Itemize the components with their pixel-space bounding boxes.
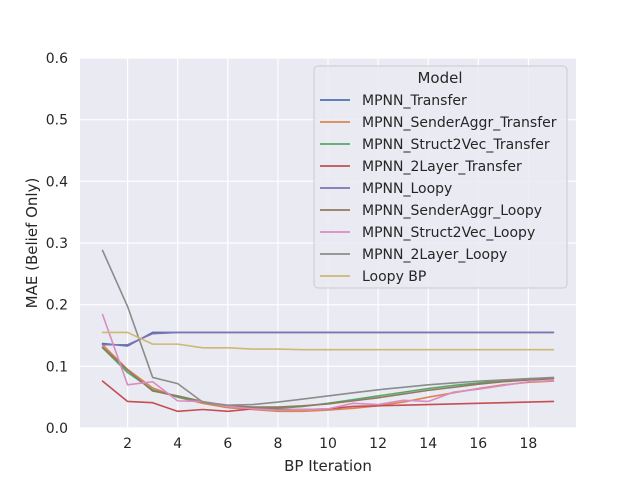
- x-tick-label: 10: [319, 436, 337, 452]
- y-tick-label: 0.3: [46, 236, 68, 252]
- series-lines: [101, 249, 555, 413]
- legend-label-mpnn-senderaggr-loopy: MPNN_SenderAggr_Loopy: [362, 203, 542, 219]
- y-axis-ticks: 0.0 0.1 0.2 0.3 0.4 0.5 0.6: [46, 51, 68, 437]
- x-tick-label: 16: [469, 436, 487, 452]
- y-tick-label: 0.0: [46, 421, 68, 437]
- legend-label-mpnn-senderaggr-transfer: MPNN_SenderAggr_Transfer: [362, 115, 557, 131]
- series-line-mpnn-struct2vec-loopy: [101, 313, 555, 411]
- x-axis-label: BP Iteration: [284, 457, 372, 475]
- legend: Model MPNN_Transfer MPNN_SenderAggr_Trans…: [313, 65, 568, 289]
- x-axis-ticks: 2 4 6 8 10 12 14 16 18: [123, 436, 537, 452]
- series-line-mpnn-loopy: [101, 331, 555, 346]
- legend-label-mpnn-struct2vec-transfer: MPNN_Struct2Vec_Transfer: [362, 137, 550, 153]
- legend-label-mpnn-2layer-loopy: MPNN_2Layer_Loopy: [362, 247, 507, 263]
- legend-label-loopy-bp: Loopy BP: [362, 269, 426, 285]
- x-tick-label: 12: [369, 436, 387, 452]
- x-tick-label: 6: [223, 436, 232, 452]
- y-axis-label: MAE (Belief Only): [23, 178, 41, 309]
- x-tick-label: 18: [519, 436, 537, 452]
- legend-label-mpnn-struct2vec-loopy: MPNN_Struct2Vec_Loopy: [362, 225, 535, 241]
- y-tick-label: 0.1: [46, 359, 68, 375]
- legend-entries: MPNN_Transfer MPNN_SenderAggr_Transfer MPN…: [320, 93, 557, 285]
- legend-title: Model: [417, 69, 462, 87]
- y-tick-label: 0.5: [46, 113, 68, 129]
- series-line-loopy-bp: [101, 331, 555, 351]
- series-line-mpnn-2layer-loopy: [101, 249, 555, 406]
- x-tick-label: 14: [419, 436, 437, 452]
- legend-label-mpnn-transfer: MPNN_Transfer: [362, 93, 467, 109]
- y-tick-label: 0.4: [46, 174, 68, 190]
- x-tick-label: 4: [173, 436, 182, 452]
- series-line-mpnn-senderaggr-loopy: [101, 346, 555, 408]
- legend-label-mpnn-2layer-transfer: MPNN_2Layer_Transfer: [362, 159, 522, 175]
- y-tick-label: 0.2: [46, 298, 68, 314]
- legend-label-mpnn-loopy: MPNN_Loopy: [362, 181, 452, 197]
- legend-box: [313, 65, 568, 289]
- x-tick-label: 8: [273, 436, 282, 452]
- y-tick-label: 0.6: [46, 51, 68, 67]
- x-tick-label: 2: [123, 436, 132, 452]
